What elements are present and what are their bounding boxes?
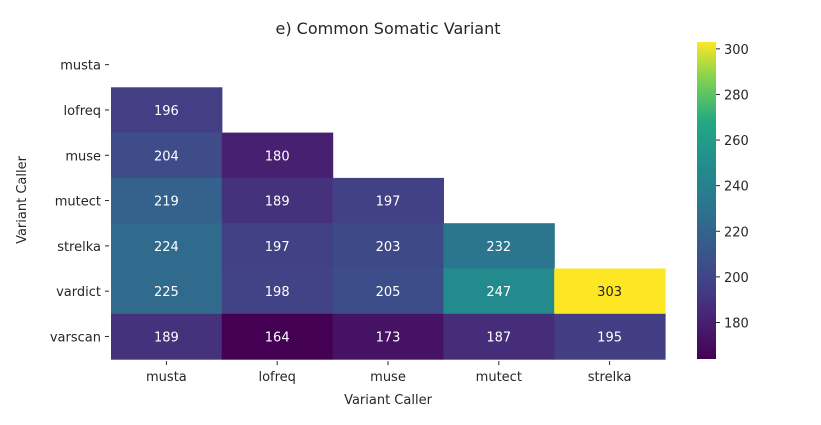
x-tick-label: strelka xyxy=(588,370,632,385)
heatmap-cell xyxy=(111,223,223,270)
x-tick-labels: musta lofreq muse mutect strelka xyxy=(146,361,632,385)
cell-value-label: 204 xyxy=(154,149,179,164)
heatmap-cell xyxy=(111,268,223,315)
y-axis-label: Variant Caller xyxy=(15,155,30,244)
cell-value-label: 197 xyxy=(376,195,401,210)
colorbar-tick-label: 200 xyxy=(724,271,749,286)
colorbar-tick-label: 220 xyxy=(724,225,749,240)
cell-value-label: 196 xyxy=(154,104,179,119)
x-tick-label: mutect xyxy=(476,370,522,385)
cell-value-label: 205 xyxy=(376,285,401,300)
x-tick-label: lofreq xyxy=(258,370,295,385)
cell-value-label: 219 xyxy=(154,195,179,210)
heatmap-cell xyxy=(221,268,334,315)
cell-value-label: 247 xyxy=(486,285,511,300)
cell-value-label: 164 xyxy=(265,330,290,345)
colorbar xyxy=(697,42,716,359)
y-tick-label: mutect xyxy=(55,195,101,210)
cell-value-label: 189 xyxy=(154,330,179,345)
colorbar-tick-label: 180 xyxy=(724,317,749,332)
heatmap-cell xyxy=(332,177,444,224)
heatmap-cell xyxy=(111,177,223,224)
cell-value-label: 197 xyxy=(265,240,290,255)
cell-value-label: 173 xyxy=(376,330,401,345)
cell-value-label: 187 xyxy=(486,330,511,345)
y-tick-label: strelka xyxy=(57,240,101,255)
heatmap-cell xyxy=(111,87,223,134)
heatmap-cell xyxy=(554,313,666,360)
heatmap-cell xyxy=(111,132,223,179)
heatmap-cell xyxy=(443,313,555,360)
cell-value-label: 203 xyxy=(376,240,401,255)
colorbar-tick-label: 280 xyxy=(724,88,749,103)
colorbar-tick-label: 300 xyxy=(724,43,749,58)
y-tick-label: lofreq xyxy=(64,104,101,119)
colorbar-tick-label: 260 xyxy=(724,134,749,149)
cell-value-label: 224 xyxy=(154,240,179,255)
heatmap-cell xyxy=(443,268,555,315)
y-tick-label: vardict xyxy=(56,285,101,300)
y-tick-label: musta xyxy=(60,59,101,74)
x-tick-label: muse xyxy=(370,370,406,385)
cell-value-label: 195 xyxy=(597,330,622,345)
cell-value-label: 180 xyxy=(265,149,290,164)
colorbar-tick-label: 240 xyxy=(724,180,749,195)
y-tick-label: muse xyxy=(65,149,101,164)
y-tick-labels: musta lofreq muse mutect strelka vardict varsc… xyxy=(50,59,109,345)
y-tick-label: varscan xyxy=(50,330,101,345)
cell-value-label: 198 xyxy=(265,285,290,300)
cell-value-label: 225 xyxy=(154,285,179,300)
heatmap-cell xyxy=(221,132,334,179)
colorbar-ticks: 180 200 220 240 260 280 300 xyxy=(716,43,749,332)
heatmap-cell xyxy=(221,313,334,360)
heatmap-cell xyxy=(221,223,334,270)
heatmap-cell xyxy=(221,177,334,224)
x-axis-label: Variant Caller xyxy=(344,393,433,408)
chart-title: e) Common Somatic Variant xyxy=(275,19,500,38)
cell-value-label: 303 xyxy=(597,285,622,300)
cell-value-label: 189 xyxy=(265,195,290,210)
cell-value-label: 232 xyxy=(486,240,511,255)
heatmap-cell xyxy=(332,313,444,360)
heatmap-cell xyxy=(111,313,223,360)
heatmap-cells: 196 204 180 219 189 197 224 197 203 232 225 198 205 2… xyxy=(111,87,666,360)
x-tick-label: musta xyxy=(146,370,187,385)
heatmap-cell xyxy=(332,223,444,270)
heatmap-cell xyxy=(332,268,444,315)
heatmap-cell xyxy=(443,223,555,270)
heatmap-cell xyxy=(554,268,666,315)
